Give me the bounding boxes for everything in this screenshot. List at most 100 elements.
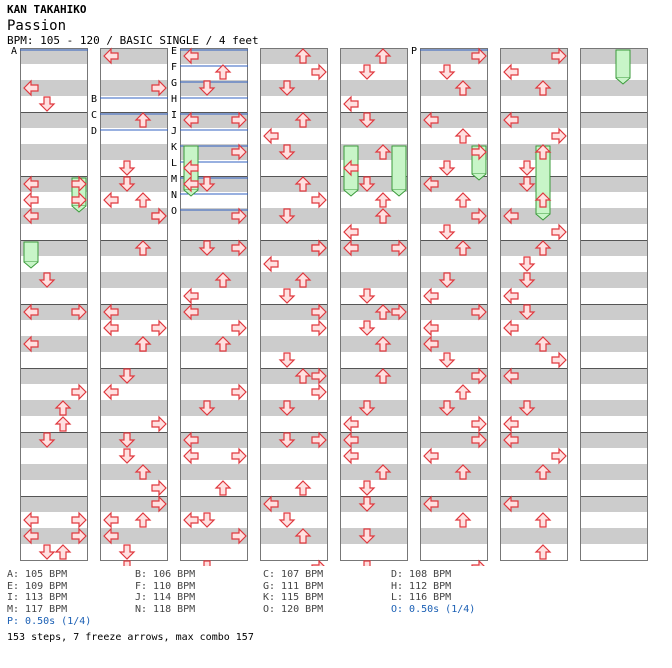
beat-stripe xyxy=(180,544,248,560)
beat-stripe xyxy=(100,384,168,400)
beat-stripe xyxy=(340,192,408,208)
marker-label-O: O xyxy=(171,206,177,217)
beat-stripe xyxy=(420,480,488,496)
beat-stripe xyxy=(500,224,568,240)
step-arrow-up xyxy=(454,192,472,208)
beat-stripe xyxy=(20,384,88,400)
beat-stripe xyxy=(180,432,248,448)
step-arrow-down xyxy=(278,208,296,224)
beat-stripe xyxy=(340,208,408,224)
step-arrow-down xyxy=(278,512,296,528)
step-arrow-right xyxy=(551,447,567,465)
beat-stripe xyxy=(580,352,648,368)
step-arrow-down xyxy=(438,272,456,288)
legend-bpm-entry: B: 106 BPM xyxy=(135,569,196,580)
step-arrow-left xyxy=(423,335,439,353)
step-arrow-up xyxy=(454,128,472,144)
marker-label-M: M xyxy=(171,174,177,185)
step-arrow-up xyxy=(134,112,152,128)
beat-stripe xyxy=(260,368,328,384)
step-arrow-up xyxy=(374,48,392,64)
beat-stripe xyxy=(260,544,328,560)
step-arrow-right xyxy=(151,415,167,433)
beat-stripe xyxy=(20,320,88,336)
step-arrow-right xyxy=(551,223,567,241)
beat-stripe xyxy=(20,128,88,144)
beat-stripe xyxy=(420,336,488,352)
step-arrow-up xyxy=(454,464,472,480)
legend-bpm-entry: N: 118 BPM xyxy=(135,604,196,616)
beat-stripe xyxy=(340,464,408,480)
beat-stripe xyxy=(500,112,568,128)
beat-stripe xyxy=(20,80,88,96)
beat-stripe xyxy=(500,480,568,496)
beat-stripe xyxy=(180,256,248,272)
legend-row: I: 113 BPM J: 114 BPM K: 115 BPM L: 116 BPM xyxy=(7,592,519,604)
freeze-tail xyxy=(23,261,39,269)
step-arrow-down xyxy=(118,368,136,384)
step-arrow-left xyxy=(183,303,199,321)
beat-stripe xyxy=(500,96,568,112)
step-arrow-left xyxy=(263,495,279,513)
beat-stripe xyxy=(340,48,408,64)
step-arrow-up xyxy=(534,192,552,208)
beat-stripe xyxy=(340,336,408,352)
step-arrow-down xyxy=(518,272,536,288)
step-arrow-left xyxy=(423,495,439,513)
legend-bpm-entry: A: 105 BPM xyxy=(7,569,68,580)
chart-column-1: A xyxy=(11,46,88,561)
beat-stripe xyxy=(580,448,648,464)
beat-stripe xyxy=(500,192,568,208)
marker-label-K: K xyxy=(171,142,177,153)
step-arrow-up xyxy=(374,464,392,480)
beat-stripe xyxy=(580,528,648,544)
beat-stripe xyxy=(20,224,88,240)
legend-row: P: 0.50s (1/4) xyxy=(7,616,519,628)
beat-stripe xyxy=(260,448,328,464)
step-arrow-up xyxy=(374,208,392,224)
beat-stripe xyxy=(180,464,248,480)
beat-stripe xyxy=(260,528,328,544)
beat-stripe xyxy=(500,528,568,544)
step-arrow-down xyxy=(38,272,56,288)
step-arrow-right xyxy=(231,527,247,545)
beat-stripe xyxy=(420,496,488,512)
chart-column-5 xyxy=(340,48,408,566)
beat-stripe xyxy=(580,336,648,352)
beat-stripe xyxy=(420,384,488,400)
column-frame xyxy=(20,48,88,561)
beat-stripe xyxy=(100,288,168,304)
step-arrow-up xyxy=(374,192,392,208)
step-arrow-left xyxy=(103,527,119,545)
beat-stripe xyxy=(20,336,88,352)
step-arrow-down xyxy=(438,224,456,240)
beat-stripe xyxy=(580,416,648,432)
beat-stripe xyxy=(20,400,88,416)
beat-stripe xyxy=(500,320,568,336)
bpm-legend: A: 105 BPM B: 106 BPM C: 107 BPM D: 108 BPM… xyxy=(7,569,519,627)
beat-stripe xyxy=(20,512,88,528)
step-arrow-down xyxy=(358,480,376,496)
step-arrow-left xyxy=(343,159,359,177)
step-arrow-right xyxy=(71,191,87,209)
step-arrow-down xyxy=(278,432,296,448)
beat-stripe xyxy=(580,400,648,416)
step-arrow-left xyxy=(263,255,279,273)
beat-stripe xyxy=(20,352,88,368)
artist-name: KAN TAKAHIKO xyxy=(7,3,87,16)
beat-stripe xyxy=(20,416,88,432)
step-arrow-right xyxy=(311,191,327,209)
step-arrow-right xyxy=(311,431,327,449)
beat-stripe xyxy=(180,320,248,336)
marker-label-G: G xyxy=(171,78,177,89)
beat-stripe xyxy=(20,288,88,304)
beat-stripe xyxy=(500,416,568,432)
beat-stripe xyxy=(420,416,488,432)
beat-stripe xyxy=(100,336,168,352)
beat-stripe xyxy=(420,512,488,528)
step-arrow-right xyxy=(151,79,167,97)
step-arrow-right xyxy=(151,495,167,513)
step-arrow-left xyxy=(343,415,359,433)
beat-stripe xyxy=(100,480,168,496)
legend-bpm-entry: D: 108 BPM xyxy=(391,569,452,580)
